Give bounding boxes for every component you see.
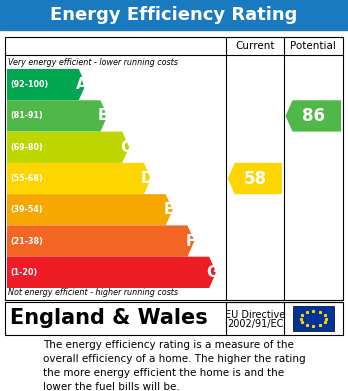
Text: 58: 58: [243, 170, 266, 188]
Text: C: C: [120, 140, 131, 155]
Text: F: F: [185, 233, 196, 249]
Bar: [5, 302, 343, 335]
Polygon shape: [7, 100, 108, 131]
Bar: [0, 0, 348, 30]
Text: Not energy efficient - higher running costs: Not energy efficient - higher running co…: [8, 288, 178, 297]
Text: Current: Current: [235, 41, 275, 51]
Polygon shape: [7, 257, 216, 288]
Text: D: D: [141, 171, 153, 186]
Text: G: G: [206, 265, 219, 280]
Text: E: E: [164, 202, 174, 217]
Polygon shape: [7, 131, 129, 163]
Text: B: B: [98, 108, 109, 124]
Text: The energy efficiency rating is a measure of the
overall efficiency of a home. T: The energy efficiency rating is a measur…: [43, 340, 305, 391]
Text: EU Directive: EU Directive: [225, 310, 285, 319]
Polygon shape: [7, 194, 173, 226]
Bar: [5, 37, 343, 300]
FancyBboxPatch shape: [293, 306, 334, 331]
Text: England & Wales: England & Wales: [10, 308, 208, 328]
Polygon shape: [285, 100, 341, 131]
Text: Energy Efficiency Rating: Energy Efficiency Rating: [50, 6, 298, 24]
Text: A: A: [76, 77, 88, 92]
Text: (69-80): (69-80): [10, 143, 43, 152]
Polygon shape: [7, 163, 151, 194]
Text: Very energy efficient - lower running costs: Very energy efficient - lower running co…: [8, 58, 178, 67]
Text: (55-68): (55-68): [10, 174, 43, 183]
Polygon shape: [228, 163, 282, 194]
Text: (1-20): (1-20): [10, 268, 37, 277]
Text: 2002/91/EC: 2002/91/EC: [227, 319, 283, 328]
Polygon shape: [7, 69, 86, 100]
Text: Potential: Potential: [291, 41, 337, 51]
Text: 86: 86: [302, 107, 325, 125]
Text: (92-100): (92-100): [10, 80, 48, 89]
Text: (81-91): (81-91): [10, 111, 43, 120]
Polygon shape: [7, 226, 195, 257]
Text: (39-54): (39-54): [10, 205, 42, 214]
Text: (21-38): (21-38): [10, 237, 43, 246]
